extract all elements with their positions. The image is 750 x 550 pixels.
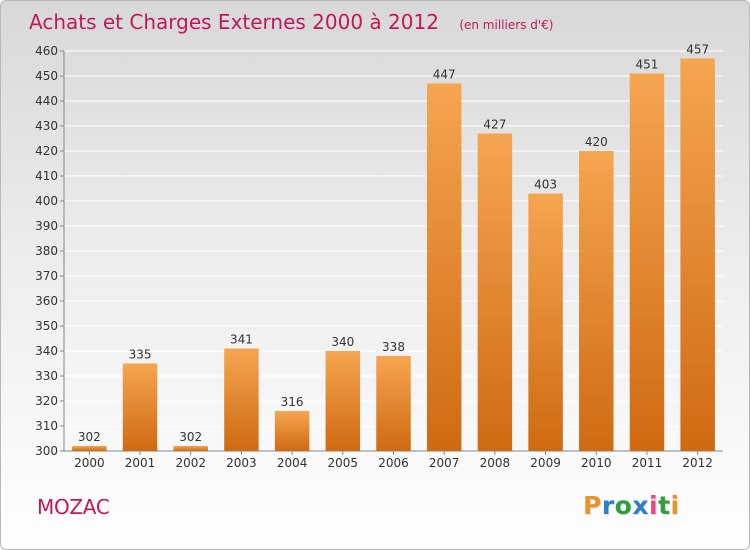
x-tick-label: 2009 [530,456,561,470]
bar-2009 [528,193,563,451]
y-tick-label: 380 [35,244,58,258]
bar-value-label: 447 [433,68,456,82]
bar-2012 [680,58,715,451]
y-tick-label: 370 [35,269,58,283]
bar-2003 [224,348,259,451]
proxiti-logo: Proxiti [583,491,680,520]
x-tick-label: 2001 [125,456,156,470]
y-tick-label: 400 [35,194,58,208]
x-tick-label: 2006 [378,456,409,470]
logo-letter: i [649,491,659,520]
bar-2000 [72,446,107,451]
logo-letter: i [670,491,680,520]
y-tick-label: 330 [35,369,58,383]
bar-2004 [274,411,310,451]
x-tick-label: 2005 [328,456,359,470]
bar-2006 [376,356,411,451]
chart-title: Achats et Charges Externes 2000 à 2012 (… [29,10,553,34]
y-tick-label: 430 [35,119,58,133]
y-tick-label: 360 [35,294,58,308]
logo-letter: t [658,491,671,520]
y-tick-label: 300 [35,444,58,458]
bar-value-label: 420 [585,135,608,149]
bar-2002 [173,446,208,451]
x-tick-label: 2003 [226,456,257,470]
chart-subtitle: (en milliers d'€) [459,18,553,32]
bar-value-label: 341 [230,333,253,347]
bar-value-label: 335 [129,348,152,362]
x-tick-label: 2004 [277,456,308,470]
y-tick-label: 420 [35,144,58,158]
bar-value-label: 403 [534,178,557,192]
logo-letter: r [601,491,615,520]
bar-value-label: 457 [686,43,709,57]
y-tick-label: 460 [35,44,58,58]
bar-value-label: 302 [78,430,101,444]
x-tick-label: 2007 [429,456,460,470]
bar-2001 [122,363,158,451]
chart-title-main: Achats et Charges Externes 2000 à 2012 [29,10,439,34]
logo-letter: o [614,491,633,520]
commune-name: MOZAC [37,495,110,519]
x-tick-label: 2000 [74,456,105,470]
bar-value-label: 302 [179,430,202,444]
y-tick-label: 440 [35,94,58,108]
x-tick-label: 2008 [480,456,511,470]
bar-value-label: 451 [636,58,659,72]
x-tick-label: 2011 [632,456,663,470]
bar-value-label: 338 [382,340,405,354]
y-tick-label: 350 [35,319,58,333]
bar-2005 [325,351,361,451]
bar-value-label: 340 [331,335,354,349]
logo-letter: P [583,491,602,520]
x-tick-label: 2010 [581,456,612,470]
bar-2008 [477,133,513,451]
x-tick-label: 2012 [682,456,713,470]
bar-value-label: 427 [483,118,506,132]
bar-2007 [426,83,462,451]
y-tick-label: 390 [35,219,58,233]
y-tick-label: 410 [35,169,58,183]
bar-2011 [629,73,665,451]
y-tick-label: 310 [35,419,58,433]
x-tick-label: 2002 [175,456,206,470]
bar-value-label: 316 [281,395,304,409]
y-tick-label: 320 [35,394,58,408]
logo-letter: x [632,491,649,520]
bar-2010 [579,151,614,451]
y-tick-label: 340 [35,344,58,358]
y-tick-label: 450 [35,69,58,83]
